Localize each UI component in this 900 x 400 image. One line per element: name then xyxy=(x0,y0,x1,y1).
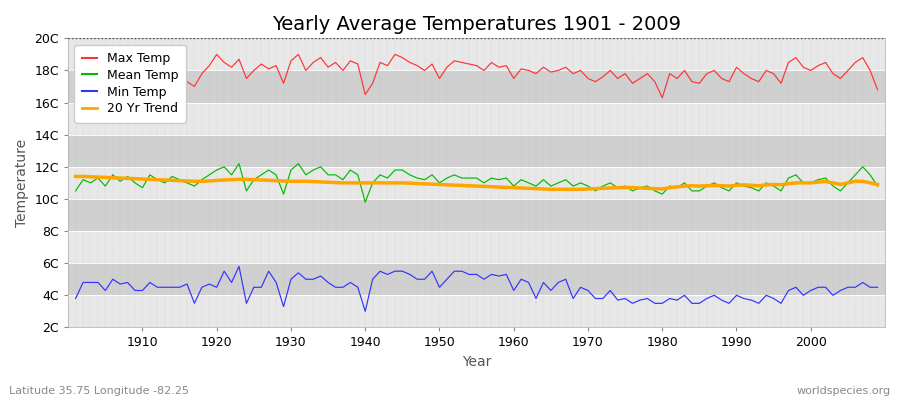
Text: worldspecies.org: worldspecies.org xyxy=(796,386,891,396)
Y-axis label: Temperature: Temperature xyxy=(15,139,29,227)
Bar xyxy=(68,199,885,231)
Bar xyxy=(68,135,885,167)
Bar xyxy=(68,263,885,295)
Bar xyxy=(68,102,885,135)
Bar xyxy=(68,38,885,70)
Title: Yearly Average Temperatures 1901 - 2009: Yearly Average Temperatures 1901 - 2009 xyxy=(272,15,681,34)
Bar xyxy=(68,295,885,328)
Text: Latitude 35.75 Longitude -82.25: Latitude 35.75 Longitude -82.25 xyxy=(9,386,189,396)
X-axis label: Year: Year xyxy=(462,355,491,369)
Bar xyxy=(68,70,885,102)
Bar xyxy=(68,167,885,199)
Bar xyxy=(68,231,885,263)
Legend: Max Temp, Mean Temp, Min Temp, 20 Yr Trend: Max Temp, Mean Temp, Min Temp, 20 Yr Tre… xyxy=(75,44,186,123)
